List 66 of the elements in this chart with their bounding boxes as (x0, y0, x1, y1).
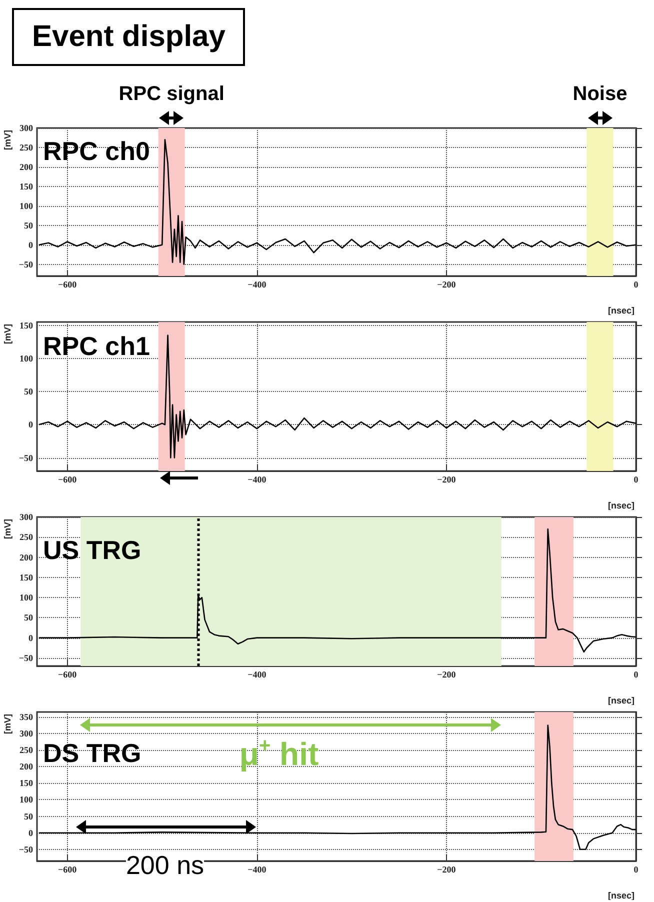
y-tick-label: 200 (20, 552, 34, 562)
x-tick-label: −400 (248, 864, 267, 874)
y-tick-label: 150 (20, 320, 34, 330)
y-tick-label: 50 (24, 811, 34, 822)
y-axis-title: [mV] (2, 130, 12, 150)
y-tick-label: 200 (20, 762, 34, 772)
x-tick-label: −200 (437, 474, 456, 484)
x-axis-title: [nsec] (608, 500, 635, 510)
y-axis-title: [mV] (2, 714, 12, 734)
x-tick-label: −600 (58, 474, 78, 484)
chart-title: Event display (12, 8, 246, 66)
line-series (38, 724, 637, 850)
x-axis-title: [nsec] (608, 890, 635, 900)
y-tick-label: 0 (28, 240, 34, 250)
y-axis-title: [mV] (2, 324, 12, 344)
x-tick-label: −400 (248, 670, 267, 680)
annotation: μ+ hit (239, 735, 319, 772)
x-axis-title: [nsec] (608, 696, 635, 706)
x-tick-label: −600 (58, 280, 78, 290)
y-tick-label: −50 (18, 452, 34, 463)
y-tick-label: 100 (20, 353, 34, 364)
line-series (38, 334, 637, 458)
y-tick-label: 350 (20, 712, 34, 722)
annotation: DS TRG (43, 738, 142, 768)
y-tick-label: 150 (20, 778, 34, 788)
band-label: Noise (572, 83, 628, 105)
x-axis-title: [nsec] (608, 306, 635, 316)
y-tick-label: 250 (20, 142, 34, 152)
x-tick-label: −600 (58, 864, 78, 874)
band-label: RPC signal (118, 83, 224, 105)
y-axis-title: [mV] (2, 519, 12, 539)
x-tick-label: 0 (634, 280, 639, 290)
y-tick-label: 0 (28, 632, 34, 643)
y-tick-label: 50 (24, 220, 34, 230)
y-tick-label: 0 (28, 420, 34, 430)
y-tick-label: 150 (20, 572, 34, 582)
x-tick-label: −600 (58, 670, 78, 680)
x-tick-label: −200 (437, 670, 456, 680)
y-tick-label: −50 (18, 652, 34, 663)
y-tick-label: 150 (20, 181, 34, 192)
x-tick-label: 0 (634, 670, 639, 680)
y-tick-label: 0 (28, 828, 34, 838)
y-tick-label: 100 (20, 592, 34, 603)
y-tick-label: 300 (20, 728, 34, 739)
y-tick-label: 250 (20, 745, 34, 756)
x-tick-label: −400 (248, 474, 267, 484)
y-tick-label: 100 (20, 794, 34, 805)
x-tick-label: −200 (437, 280, 456, 290)
annotation: RPC ch1 (43, 331, 150, 361)
x-tick-label: 0 (634, 474, 639, 484)
x-tick-label: −200 (437, 864, 456, 874)
y-tick-label: 300 (20, 123, 34, 133)
y-tick-label: 250 (20, 532, 34, 542)
annotation: 200 ns (126, 850, 204, 880)
x-tick-label: 0 (634, 864, 639, 874)
annotation: US TRG (43, 535, 142, 565)
y-tick-label: 50 (24, 386, 34, 397)
line-series (38, 139, 637, 265)
y-tick-label: −50 (18, 259, 34, 270)
annotation: RPC ch0 (43, 136, 150, 166)
x-tick-label: −400 (248, 280, 267, 290)
y-tick-label: 200 (20, 162, 34, 172)
y-tick-label: −50 (18, 844, 34, 854)
y-tick-label: 50 (24, 612, 34, 623)
y-tick-label: 300 (20, 512, 34, 522)
y-tick-label: 100 (20, 200, 34, 211)
